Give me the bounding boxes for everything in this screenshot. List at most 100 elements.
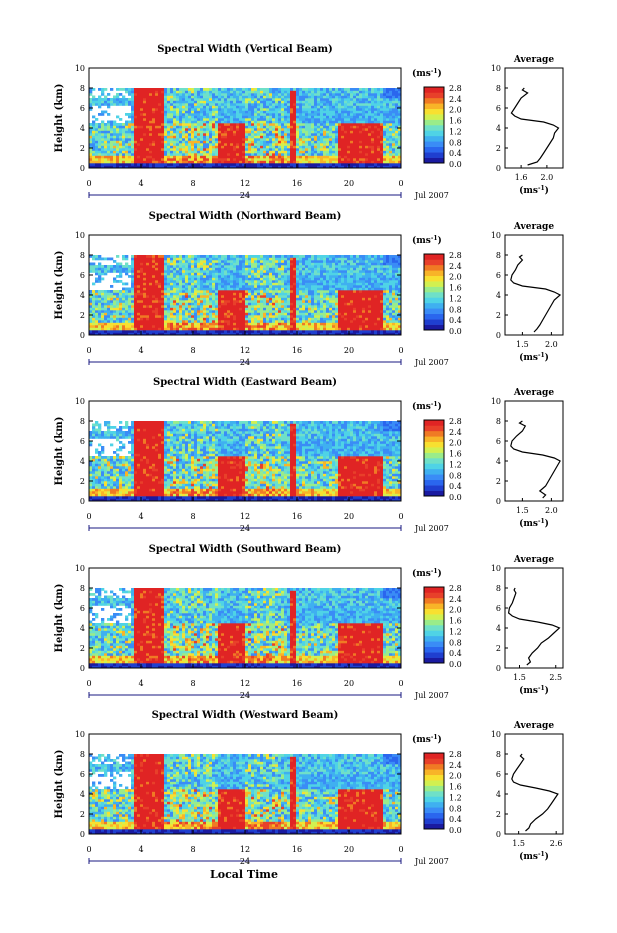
heatmap-cell: [245, 111, 248, 114]
heatmap-cell: [152, 111, 155, 114]
heatmap-cell: [248, 133, 251, 136]
heatmap-cell: [143, 260, 146, 263]
heatmap-cell: [182, 88, 185, 91]
heatmap-cell: [371, 121, 374, 124]
heatmap-cell: [392, 133, 395, 136]
heatmap-cell: [167, 320, 170, 323]
heatmap-cell: [281, 156, 284, 159]
heatmap-cell: [326, 141, 329, 144]
heatmap-cell: [137, 96, 140, 99]
heatmap-cell: [188, 158, 191, 161]
heatmap-cell: [185, 293, 188, 296]
heatmap-cell: [203, 101, 206, 104]
heatmap-cell: [392, 113, 395, 116]
heatmap-cell: [347, 101, 350, 104]
heatmap-cell: [302, 113, 305, 116]
heatmap-cell: [239, 158, 242, 161]
heatmap-cell: [290, 156, 293, 159]
heatmap-cell: [155, 158, 158, 161]
heatmap-cell: [191, 298, 194, 301]
heatmap-cell: [164, 318, 167, 321]
heatmap-cell: [224, 295, 227, 298]
heatmap-cell: [224, 136, 227, 139]
heatmap-cell: [209, 93, 212, 96]
heatmap-cell: [275, 121, 278, 124]
colorbar-tick-label: 0.4: [449, 149, 462, 158]
heatmap-cell: [218, 103, 221, 106]
heatmap-cell: [113, 260, 116, 263]
heatmap-cell: [164, 260, 167, 263]
heatmap-cell: [215, 298, 218, 301]
heatmap-cell: [248, 111, 251, 114]
heatmap-cell: [188, 273, 191, 276]
heatmap-cell: [197, 275, 200, 278]
heatmap-cell: [377, 126, 380, 129]
heatmap-cell: [233, 148, 236, 151]
heatmap-cell: [239, 156, 242, 159]
heatmap-cell: [287, 126, 290, 129]
heatmap-cell: [188, 288, 191, 291]
heatmap-cell: [128, 88, 131, 91]
heatmap-cell: [122, 156, 125, 159]
heatmap-cell: [383, 113, 386, 116]
heatmap-cell: [317, 148, 320, 151]
heatmap-cell: [248, 161, 251, 164]
heatmap-cell: [347, 136, 350, 139]
heatmap-cell: [212, 128, 215, 131]
heatmap-cell: [170, 265, 173, 268]
heatmap-cell: [176, 161, 179, 164]
heatmap-cell: [209, 318, 212, 321]
heatmap-cell: [92, 153, 95, 156]
heatmap-cell: [197, 313, 200, 316]
heatmap-cell: [389, 156, 392, 159]
heatmap-cell: [245, 108, 248, 111]
heatmap-cell: [98, 320, 101, 323]
heatmap-cell: [245, 113, 248, 116]
heatmap-cell: [311, 101, 314, 104]
heatmap-cell: [134, 285, 137, 288]
heatmap-cell: [215, 290, 218, 293]
heatmap-cell: [332, 143, 335, 146]
heatmap-cell: [146, 298, 149, 301]
heatmap-cell: [170, 298, 173, 301]
heatmap-cell: [185, 121, 188, 124]
heatmap-cell: [386, 96, 389, 99]
heatmap-cell: [341, 118, 344, 121]
heatmap-cell: [371, 138, 374, 141]
heatmap-cell: [116, 265, 119, 268]
heatmap-cell: [146, 270, 149, 273]
heatmap-cell: [158, 278, 161, 281]
heatmap-cell: [233, 143, 236, 146]
heatmap-cell: [260, 88, 263, 91]
heatmap-cell: [215, 258, 218, 261]
heatmap-cell: [221, 91, 224, 94]
heatmap-cell: [149, 153, 152, 156]
heatmap-cell: [101, 325, 104, 328]
heatmap-cell: [200, 273, 203, 276]
heatmap-cell: [140, 330, 143, 333]
heatmap-cell: [209, 280, 212, 283]
heatmap-cell: [365, 153, 368, 156]
heatmap-cell: [143, 103, 146, 106]
heatmap-cell: [290, 158, 293, 161]
heatmap-cell: [389, 133, 392, 136]
heatmap-cell: [200, 91, 203, 94]
heatmap-cell: [233, 330, 236, 333]
heatmap-cell: [302, 163, 305, 166]
heatmap-cell: [149, 323, 152, 326]
heatmap-cell: [104, 308, 107, 311]
heatmap-cell: [176, 260, 179, 263]
heatmap-cell: [143, 101, 146, 104]
heatmap-cell: [173, 288, 176, 291]
heatmap-cell: [269, 138, 272, 141]
heatmap-cell: [290, 113, 293, 116]
heatmap-cell: [272, 146, 275, 149]
heatmap-cell: [236, 265, 239, 268]
heatmap-cell: [239, 328, 242, 331]
heatmap-cell: [98, 133, 101, 136]
heatmap-cell: [206, 131, 209, 134]
heatmap-cell: [305, 151, 308, 154]
heatmap-cell: [362, 141, 365, 144]
heatmap-cell: [206, 101, 209, 104]
heatmap-cell: [269, 103, 272, 106]
